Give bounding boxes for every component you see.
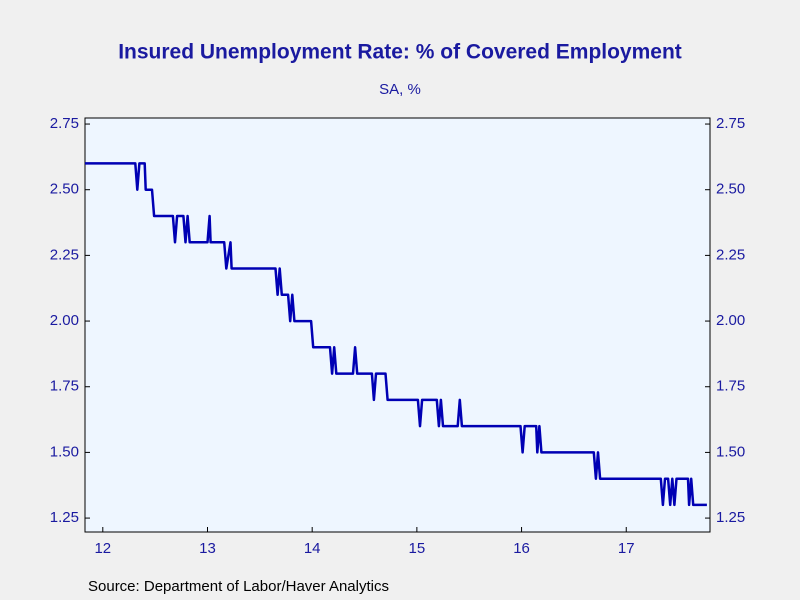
- y-tick-label: 1.25: [50, 509, 79, 526]
- plot-area: [84, 117, 711, 533]
- y2-tick-label: 1.50: [716, 443, 745, 460]
- x-tick-label: 15: [409, 540, 426, 557]
- y-tick-label: 1.50: [50, 443, 79, 460]
- chart-subtitle: SA, %: [379, 81, 421, 98]
- data-line: [85, 162, 707, 507]
- x-tick-label: 12: [94, 540, 111, 557]
- y2-tick-label: 2.75: [716, 115, 745, 132]
- y-tick-label: 2.50: [50, 181, 79, 198]
- y-tick-label: 2.25: [50, 246, 79, 263]
- x-tick-label: 14: [304, 540, 321, 557]
- y2-tick-label: 1.25: [716, 509, 745, 526]
- chart-title: Insured Unemployment Rate: % of Covered …: [118, 41, 682, 64]
- y2-tick-label: 1.75: [716, 378, 745, 395]
- y-tick-label: 2.00: [50, 312, 79, 329]
- y2-tick-label: 2.00: [716, 312, 745, 329]
- x-tick-label: 17: [618, 540, 635, 557]
- y-tick-label: 2.75: [50, 115, 79, 132]
- x-tick-label: 16: [513, 540, 530, 557]
- y-tick-label: 1.75: [50, 378, 79, 395]
- source: Source: Department of Labor/Haver Analyt…: [88, 578, 389, 595]
- y2-tick-label: 2.25: [716, 246, 745, 263]
- x-tick-label: 13: [199, 540, 216, 557]
- y2-tick-label: 2.50: [716, 181, 745, 198]
